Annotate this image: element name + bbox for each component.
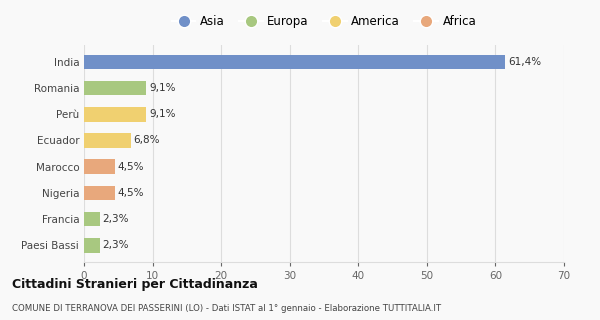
Text: 4,5%: 4,5% xyxy=(118,188,144,198)
Legend: Asia, Europa, America, Africa: Asia, Europa, America, Africa xyxy=(169,12,479,30)
Bar xyxy=(84,81,146,95)
Bar xyxy=(84,212,100,226)
Bar xyxy=(84,55,505,69)
Text: 61,4%: 61,4% xyxy=(508,57,541,67)
Bar xyxy=(84,107,146,122)
Bar xyxy=(84,159,115,174)
Text: 6,8%: 6,8% xyxy=(133,135,160,146)
Bar xyxy=(84,238,100,252)
Text: 4,5%: 4,5% xyxy=(118,162,144,172)
Text: Cittadini Stranieri per Cittadinanza: Cittadini Stranieri per Cittadinanza xyxy=(12,278,258,292)
Text: 2,3%: 2,3% xyxy=(103,240,129,250)
Text: COMUNE DI TERRANOVA DEI PASSERINI (LO) - Dati ISTAT al 1° gennaio - Elaborazione: COMUNE DI TERRANOVA DEI PASSERINI (LO) -… xyxy=(12,304,441,313)
Text: 9,1%: 9,1% xyxy=(149,83,176,93)
Text: 2,3%: 2,3% xyxy=(103,214,129,224)
Text: 9,1%: 9,1% xyxy=(149,109,176,119)
Bar xyxy=(84,133,131,148)
Bar xyxy=(84,186,115,200)
